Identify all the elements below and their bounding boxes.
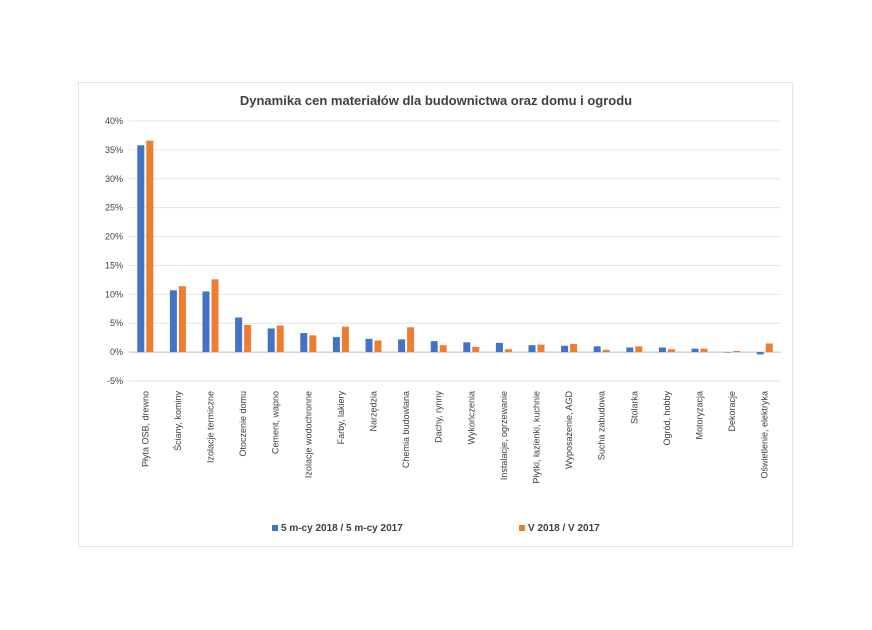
bar-chart: Dynamika cen materiałów dla budownictwa …	[105, 93, 781, 534]
bar-series-2	[439, 345, 447, 353]
bar-series-2	[504, 349, 512, 353]
bar-series-1	[267, 328, 275, 353]
bar-series-1	[202, 291, 210, 353]
bar-series-1	[658, 347, 666, 353]
x-category-label: Sucha zabudowa	[597, 391, 607, 460]
bar-series-2	[211, 279, 219, 353]
bars	[137, 140, 773, 355]
x-category-label: Izolacje termiczne	[206, 391, 216, 463]
bar-series-2	[309, 335, 317, 353]
bar-series-1	[593, 346, 601, 353]
y-tick-label: 5%	[110, 318, 123, 328]
x-category-label: Izolacje wodochronne	[303, 391, 313, 478]
legend-label-series-1: 5 m-cy 2018 / 5 m-cy 2017	[281, 523, 403, 534]
x-category-label: Dekoracje	[727, 391, 737, 432]
y-tick-label: 25%	[105, 203, 123, 213]
bar-series-2	[341, 326, 349, 353]
legend-label-series-2: V 2018 / V 2017	[528, 523, 600, 534]
y-tick-label: 30%	[105, 174, 123, 184]
bar-series-2	[146, 140, 154, 353]
bar-series-2	[700, 348, 708, 353]
bar-series-1	[430, 341, 438, 353]
x-category-label: Ściany, kominy	[172, 391, 183, 451]
bar-series-1	[235, 317, 243, 353]
bar-series-2	[407, 327, 415, 353]
bar-series-1	[463, 342, 471, 353]
bar-series-1	[398, 339, 406, 353]
y-axis-ticks: -5% 0% 5% 10% 15% 20% 25% 30% 35% 40%	[105, 116, 123, 386]
x-category-label: Cement, wapno	[271, 391, 281, 454]
x-category-label: Wyposażenie, AGD	[564, 391, 574, 469]
bar-series-2	[602, 349, 610, 353]
bar-series-1	[137, 145, 145, 353]
x-category-label: Płytki, łazienki, kuchnie	[532, 391, 542, 484]
y-tick-label: 0%	[110, 347, 123, 357]
bar-series-1	[724, 352, 732, 353]
x-category-label: Instalacje, ogrzewanie	[499, 391, 509, 480]
bar-series-2	[733, 350, 741, 353]
y-tick-label: -5%	[107, 376, 123, 386]
bar-series-1	[332, 337, 340, 353]
x-category-label: Ogród, hobby	[662, 391, 672, 446]
x-category-label: Motoryzacja	[695, 391, 705, 440]
bar-series-2	[472, 346, 480, 353]
bar-series-1	[495, 342, 503, 353]
x-category-label: Dachy, rynny	[434, 391, 444, 443]
bar-series-2	[570, 344, 578, 353]
bar-series-1	[300, 333, 308, 353]
x-category-label: Chemia budowlana	[401, 391, 411, 468]
legend-swatch-series-1	[272, 525, 278, 531]
y-tick-label: 40%	[105, 116, 123, 126]
bar-series-2	[635, 346, 643, 353]
x-category-label: Narzędzia	[369, 391, 379, 432]
bar-series-1	[691, 348, 699, 353]
bar-series-2	[276, 325, 284, 353]
bar-series-2	[765, 343, 773, 353]
legend-swatch-series-2	[519, 525, 525, 531]
bar-series-2	[178, 286, 186, 353]
x-category-label: Oświetlenie, elektryka	[760, 391, 770, 479]
x-category-label: Otoczenie domu	[238, 391, 248, 457]
gridlines	[129, 120, 781, 382]
x-axis-categories: Płyta OSB, drewno Ściany, kominy Izolacje …	[140, 391, 769, 484]
y-tick-label: 10%	[105, 289, 123, 299]
bar-series-2	[537, 344, 545, 353]
x-category-label: Wykończenia	[466, 391, 476, 444]
chart-title: Dynamika cen materiałów dla budownictwa …	[240, 93, 632, 108]
bar-series-1	[528, 345, 536, 353]
bar-series-2	[667, 349, 675, 353]
y-tick-label: 15%	[105, 260, 123, 270]
x-category-label: Farby, lakiery	[336, 391, 346, 445]
chart-area: Dynamika cen materiałów dla budownictwa …	[78, 82, 793, 547]
bar-series-1	[561, 345, 569, 353]
x-category-label: Płyta OSB, drewno	[140, 391, 150, 467]
bar-series-2	[244, 324, 252, 353]
bar-series-1	[626, 347, 634, 353]
bar-series-1	[365, 338, 373, 353]
x-category-label: Stolarka	[629, 391, 639, 424]
bar-series-2	[374, 340, 382, 353]
legend: 5 m-cy 2018 / 5 m-cy 2017 V 2018 / V 201…	[272, 523, 600, 534]
bar-series-1	[756, 352, 764, 355]
bar-series-1	[169, 290, 177, 353]
y-tick-label: 35%	[105, 145, 123, 155]
y-tick-label: 20%	[105, 232, 123, 242]
